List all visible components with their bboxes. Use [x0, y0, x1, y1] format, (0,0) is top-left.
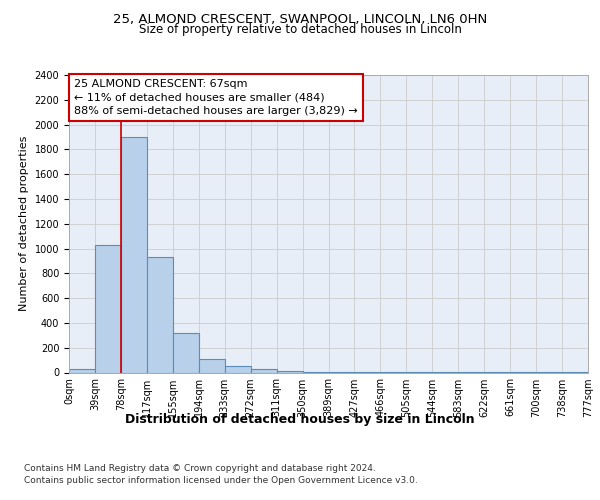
Bar: [277, 370, 302, 372]
Bar: [251, 369, 277, 372]
Text: Size of property relative to detached houses in Lincoln: Size of property relative to detached ho…: [139, 22, 461, 36]
Bar: [95, 245, 121, 372]
Text: Contains HM Land Registry data © Crown copyright and database right 2024.: Contains HM Land Registry data © Crown c…: [24, 464, 376, 473]
Bar: [173, 333, 199, 372]
Bar: [69, 369, 95, 372]
Bar: [199, 360, 224, 372]
Bar: [121, 137, 147, 372]
Text: 25, ALMOND CRESCENT, SWANPOOL, LINCOLN, LN6 0HN: 25, ALMOND CRESCENT, SWANPOOL, LINCOLN, …: [113, 12, 487, 26]
Y-axis label: Number of detached properties: Number of detached properties: [19, 136, 29, 312]
Bar: [147, 257, 173, 372]
Text: 25 ALMOND CRESCENT: 67sqm
← 11% of detached houses are smaller (484)
88% of semi: 25 ALMOND CRESCENT: 67sqm ← 11% of detac…: [74, 80, 358, 116]
Bar: [225, 366, 251, 372]
Text: Distribution of detached houses by size in Lincoln: Distribution of detached houses by size …: [125, 412, 475, 426]
Text: Contains public sector information licensed under the Open Government Licence v3: Contains public sector information licen…: [24, 476, 418, 485]
